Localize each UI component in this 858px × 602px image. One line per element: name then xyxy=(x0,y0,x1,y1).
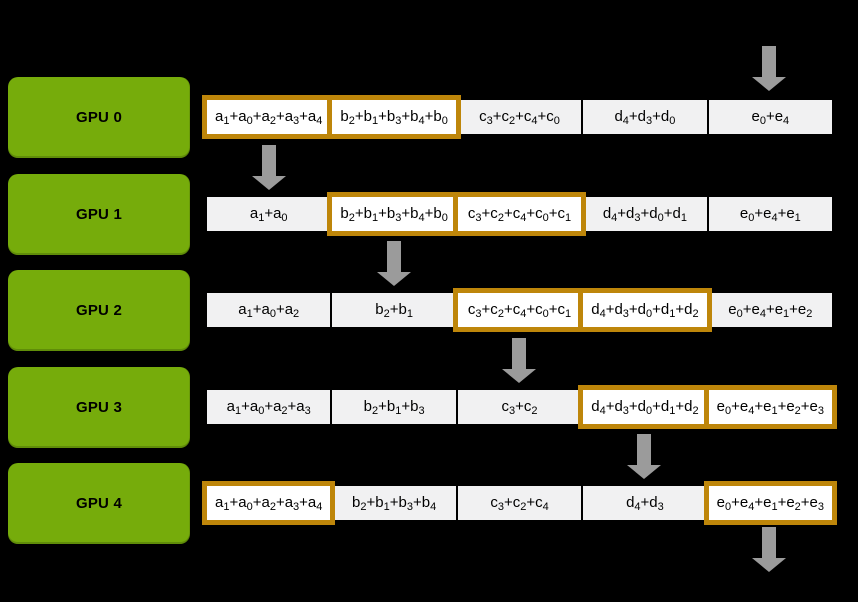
gpu0-chunk-e: e0+e4 xyxy=(708,100,833,134)
gpu2-chunk-c: c3+c2+c4+c0+c1 xyxy=(452,288,587,332)
gpu4-chunk-e: e0+e4+e1+e2+e3 xyxy=(703,481,838,525)
gpu0-chunk-b: b2+b1+b3+b4+b0 xyxy=(327,95,461,139)
gpu1-chunk-a: a1+a0 xyxy=(207,197,331,231)
gpu2-chunk-d: d4+d3+d0+d1+d2 xyxy=(578,288,712,332)
gpu0-box: GPU 0 xyxy=(8,77,190,158)
gpu3-chunk-c: c3+c2 xyxy=(457,390,582,424)
gpu2-box: GPU 2 xyxy=(8,270,190,351)
gpu1-buffer-row: a1+a0 b2+b1+b3+b4+b0 c3+c2+c4+c0+c1 d4+d… xyxy=(207,192,833,236)
gpu2-chunk-e: e0+e4+e1+e2 xyxy=(708,293,833,327)
gpu3-buffer-row: a1+a0+a2+a3 b2+b1+b3 c3+c2 d4+d3+d0+d1+d… xyxy=(207,385,838,429)
gpu2-buffer-row: a1+a0+a2 b2+b1 c3+c2+c4+c0+c1 d4+d3+d0+d… xyxy=(207,288,833,332)
gpu4-chunk-d: d4+d3 xyxy=(583,486,707,520)
gpu3-chunk-a: a1+a0+a2+a3 xyxy=(207,390,331,424)
gpu2-chunk-a: a1+a0+a2 xyxy=(207,293,331,327)
down-arrow-icon-gpu3-to-gpu4 xyxy=(627,434,661,479)
down-arrow-icon-gpu2-to-gpu3 xyxy=(502,338,536,383)
gpu0-chunk-c: c3+c2+c4+c0 xyxy=(457,100,582,134)
gpu4-chunk-c: c3+c2+c4 xyxy=(457,486,582,520)
gpu3-chunk-b: b2+b1+b3 xyxy=(332,390,456,424)
gpu1-box: GPU 1 xyxy=(8,174,190,255)
down-arrow-icon-into-gpu0 xyxy=(752,46,786,91)
down-arrow-icon-out-of-gpu4 xyxy=(752,527,786,572)
gpu0-buffer-row: a1+a0+a2+a3+a4 b2+b1+b3+b4+b0 c3+c2+c4+c… xyxy=(201,95,833,139)
gpu4-chunk-b: b2+b1+b3+b4 xyxy=(332,486,456,520)
gpu0-chunk-a: a1+a0+a2+a3+a4 xyxy=(201,95,336,139)
gpu1-chunk-e: e0+e4+e1 xyxy=(708,197,833,231)
gpu1-chunk-b: b2+b1+b3+b4+b0 xyxy=(327,192,461,236)
gpu1-chunk-d: d4+d3+d0+d1 xyxy=(583,197,707,231)
gpu2-chunk-b: b2+b1 xyxy=(332,293,456,327)
gpu0-label: GPU 0 xyxy=(75,109,122,126)
gpu4-chunk-a: a1+a0+a2+a3+a4 xyxy=(201,481,336,525)
gpu2-label: GPU 2 xyxy=(75,302,122,319)
down-arrow-icon-gpu0-to-gpu1 xyxy=(252,145,286,190)
gpu3-label: GPU 3 xyxy=(75,399,122,416)
gpu4-box: GPU 4 xyxy=(8,463,190,544)
gpu3-chunk-e: e0+e4+e1+e2+e3 xyxy=(703,385,838,429)
gpu4-buffer-row: a1+a0+a2+a3+a4 b2+b1+b3+b4 c3+c2+c4 d4+d… xyxy=(201,481,838,525)
gpu0-chunk-d: d4+d3+d0 xyxy=(583,100,707,134)
gpu1-chunk-c: c3+c2+c4+c0+c1 xyxy=(452,192,587,236)
gpu3-box: GPU 3 xyxy=(8,367,190,448)
gpu3-chunk-d: d4+d3+d0+d1+d2 xyxy=(578,385,712,429)
gpu1-label: GPU 1 xyxy=(75,206,122,223)
down-arrow-icon-gpu1-to-gpu2 xyxy=(377,241,411,286)
gpu4-label: GPU 4 xyxy=(75,495,122,512)
